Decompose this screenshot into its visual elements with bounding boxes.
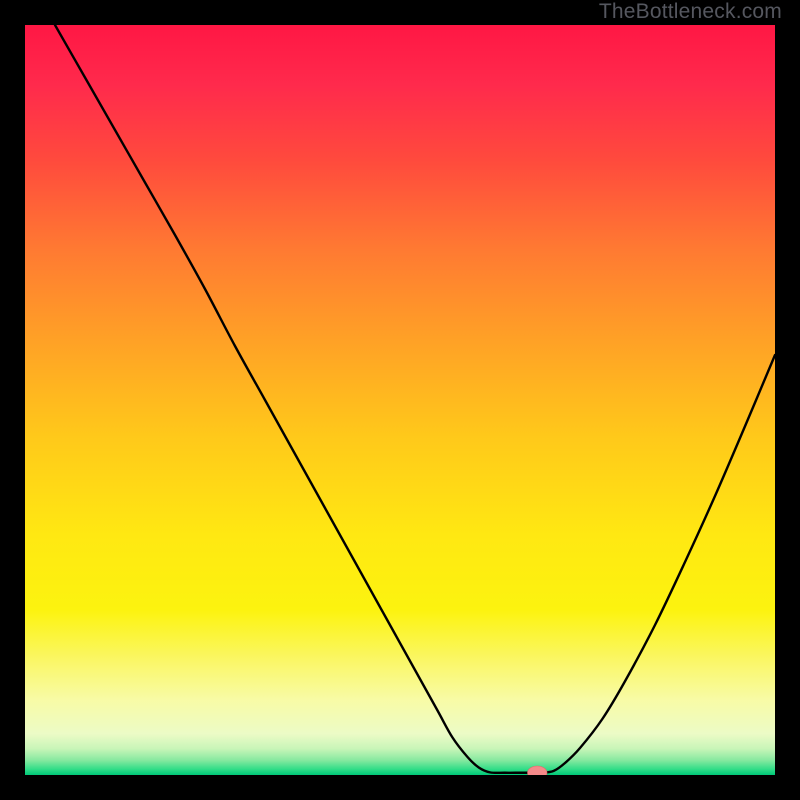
chart-svg: [25, 25, 775, 775]
watermark-text: TheBottleneck.com: [599, 0, 782, 24]
bottleneck-chart: [25, 25, 775, 775]
chart-background: [25, 25, 775, 775]
